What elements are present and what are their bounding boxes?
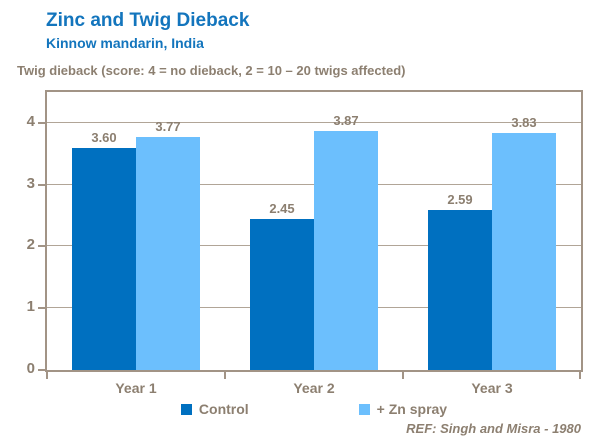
y-axis-tick-2 <box>38 245 45 248</box>
y-axis-tick-1 <box>38 307 45 310</box>
x-axis-tick <box>46 372 48 379</box>
x-axis-tick <box>579 372 581 379</box>
x-axis-tick <box>224 372 226 379</box>
legend-label-control: Control <box>198 401 249 417</box>
reference-note: REF: Singh and Misra - 1980 <box>406 421 581 436</box>
bar-zn-spray-year-2 <box>314 130 378 370</box>
bar-control-year-1 <box>72 147 136 370</box>
y-tick-label-4: 4 <box>26 112 35 130</box>
legend-label-zn-spray: + Zn spray <box>376 401 448 417</box>
y-axis-caption: Twig dieback (score: 4 = no dieback, 2 =… <box>17 63 406 78</box>
value-label-control-year-3: 2.59 <box>447 191 473 207</box>
y-tick-label-0: 0 <box>26 360 35 377</box>
chart-subtitle: Kinnow mandarin, India <box>46 35 204 51</box>
x-axis-tick <box>402 372 404 379</box>
y-tick-label-2: 2 <box>26 236 35 254</box>
value-label-control-year-1: 3.60 <box>91 129 117 145</box>
bar-zn-spray-year-1 <box>136 137 200 370</box>
bar-control-year-2 <box>250 218 314 370</box>
legend: Control + Zn spray <box>47 400 581 418</box>
x-axis-label-year-1: Year 1 <box>115 380 157 396</box>
bar-zn-spray-year-3 <box>492 133 556 370</box>
bar-control-year-3 <box>428 210 492 370</box>
y-axis-tick-4 <box>38 121 45 124</box>
legend-item-zn-spray: + Zn spray <box>358 400 448 418</box>
y-tick-label-1: 1 <box>26 298 35 316</box>
y-axis-tick-3 <box>38 183 45 186</box>
y-tick-label-3: 3 <box>26 174 35 192</box>
legend-swatch-control <box>180 403 192 415</box>
chart-title: Zinc and Twig Dieback <box>46 10 250 31</box>
y-axis-tick-0 <box>38 369 45 371</box>
gridline-4 <box>47 121 581 123</box>
value-label-control-year-2: 2.45 <box>269 200 295 216</box>
plot-area: 0 1 2 3 4 3.60 3.77 Year 1 2.45 3.87 Year 2 2.59 3.8… <box>27 90 583 396</box>
x-axis-label-year-3: Year 3 <box>471 380 513 396</box>
value-label-zn-spray-year-2: 3.87 <box>333 112 359 128</box>
value-label-zn-spray-year-3: 3.83 <box>511 115 537 131</box>
x-axis-label-year-2: Year 2 <box>293 380 335 396</box>
legend-item-control: Control <box>180 400 249 418</box>
legend-swatch-zn-spray <box>358 403 370 415</box>
value-label-zn-spray-year-1: 3.77 <box>155 119 181 135</box>
